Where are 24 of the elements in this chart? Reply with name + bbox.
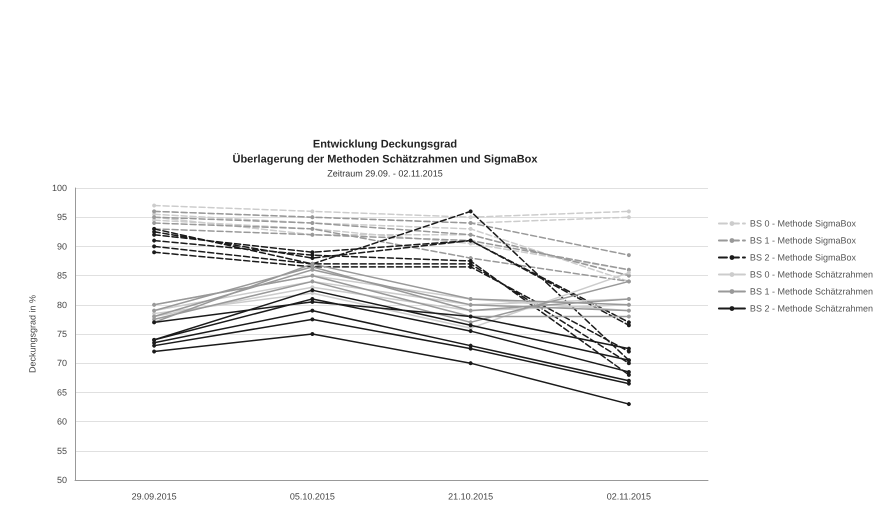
x-tick-label: 21.10.2015 <box>448 492 494 502</box>
legend-label: BS 0 - Methode SigmaBox <box>750 218 856 228</box>
y-tick-label: 75 <box>56 329 67 339</box>
y-tick-label: 80 <box>56 300 67 310</box>
legend-label: BS 2 - Methode SigmaBox <box>750 252 856 262</box>
x-tick-label: 29.09.2015 <box>132 492 177 502</box>
y-tick-label: 100 <box>52 183 67 193</box>
legend-label: BS 1 - Methode Schätzrahmen <box>750 286 874 296</box>
y-tick-label: 55 <box>56 446 67 456</box>
x-tick-label: 02.11.2015 <box>606 492 652 502</box>
y-tick-label: 90 <box>56 241 67 252</box>
y-tick-label: 95 <box>56 212 67 222</box>
y-tick-label: 60 <box>56 416 67 427</box>
legend-label: BS 2 - Methode Schätzrahmen <box>750 304 874 314</box>
x-tick-label: 05.10.2015 <box>290 492 335 502</box>
chart-subtitle: Zeitraum 29.09. - 02.11.2015 <box>327 168 443 178</box>
y-axis-title: Deckungsgrad in % <box>28 294 38 374</box>
y-tick-label: 70 <box>56 358 67 368</box>
legend-label: BS 0 - Methode Schätzrahmen <box>750 270 874 280</box>
y-tick-label: 65 <box>56 387 67 398</box>
legend-label: BS 1 - Methode SigmaBox <box>750 236 856 246</box>
y-tick-label: 50 <box>56 475 67 485</box>
y-tick-label: 85 <box>56 270 67 281</box>
chart-title: Entwicklung Deckungsgrad Überlagerung der Methoden Schätzrahmen und SigmaBox <box>232 138 538 166</box>
